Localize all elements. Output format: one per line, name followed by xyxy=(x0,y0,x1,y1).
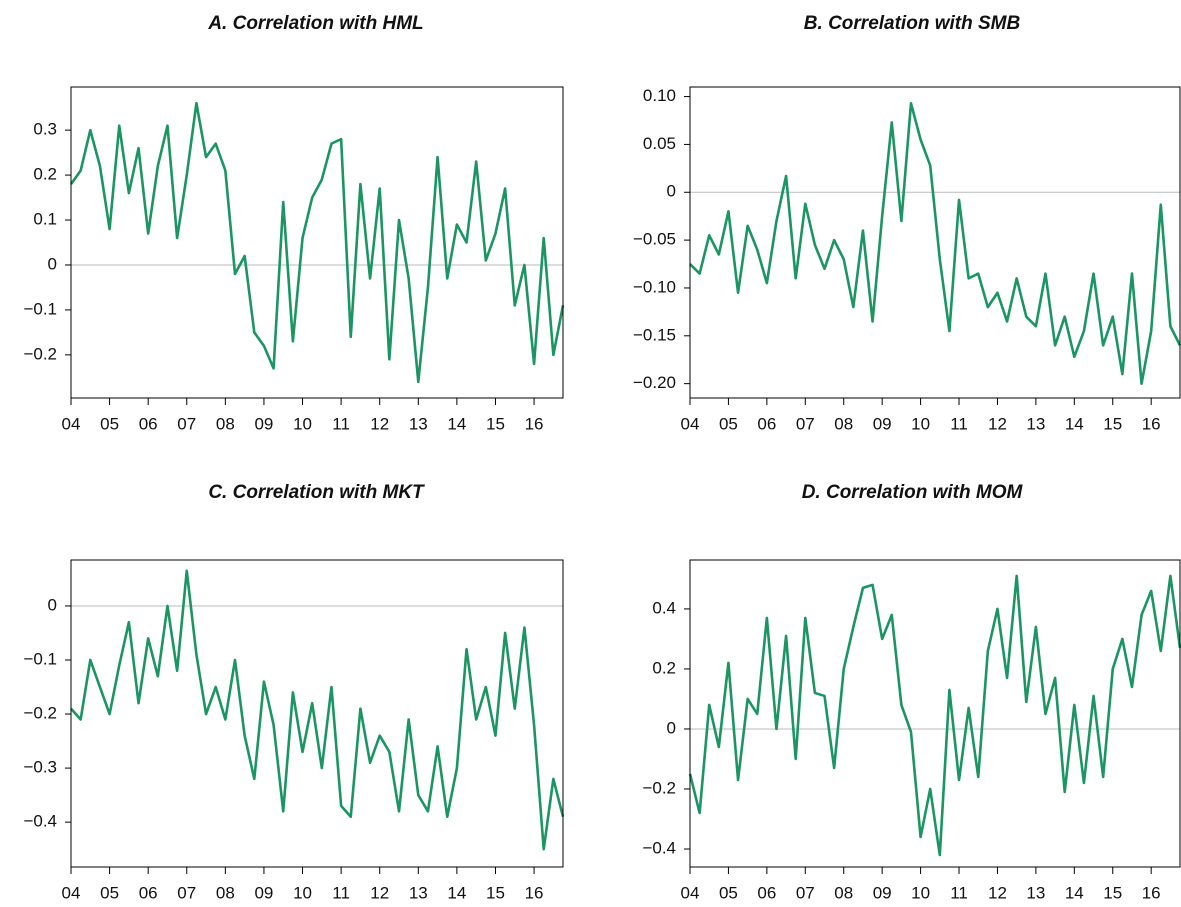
x-tick-label: 09 xyxy=(254,414,273,433)
x-tick-label: 11 xyxy=(950,883,968,902)
y-tick-label: 0 xyxy=(48,254,57,273)
x-tick-label: 13 xyxy=(1026,883,1045,902)
x-tick-label: 10 xyxy=(911,883,930,902)
x-tick-label: 06 xyxy=(139,414,158,433)
y-tick-label: −0.05 xyxy=(633,230,676,249)
x-tick-label: 16 xyxy=(1142,414,1161,433)
x-tick-label: 12 xyxy=(988,414,1007,433)
data-line xyxy=(70,569,565,851)
x-tick-label: 04 xyxy=(62,414,81,433)
plot-frame xyxy=(689,86,1181,399)
chart-title: A. Correlation with HML xyxy=(207,13,423,34)
x-tick-label: 05 xyxy=(719,414,738,433)
x-tick-label: 15 xyxy=(486,883,505,902)
x-tick-label: 14 xyxy=(447,883,466,902)
y-tick-label: 0.2 xyxy=(33,165,57,184)
x-tick-label: 14 xyxy=(1065,414,1084,433)
x-tick-label: 08 xyxy=(834,414,853,433)
x-tick-label: 14 xyxy=(1065,883,1084,902)
y-tick-label: −0.2 xyxy=(642,778,676,797)
x-tick-label: 06 xyxy=(757,414,776,433)
x-tick-label: 12 xyxy=(370,414,389,433)
x-tick-label: 12 xyxy=(370,883,389,902)
chart-title: C. Correlation with MKT xyxy=(208,482,425,503)
x-tick-label: 11 xyxy=(332,414,350,433)
x-tick-label: 16 xyxy=(525,414,544,433)
x-tick-label: 06 xyxy=(757,883,776,902)
x-tick-label: 07 xyxy=(796,883,815,902)
y-tick-label: −0.2 xyxy=(23,704,57,723)
x-tick-label: 09 xyxy=(254,883,273,902)
x-tick-label: 04 xyxy=(62,883,81,902)
y-tick-label: 0.2 xyxy=(652,658,676,677)
x-tick-label: 15 xyxy=(486,414,505,433)
y-tick-label: −0.4 xyxy=(23,812,57,831)
y-tick-label: −0.2 xyxy=(23,344,57,363)
y-tick-label: 0.1 xyxy=(33,210,57,229)
y-tick-label: 0 xyxy=(48,595,57,614)
y-tick-label: 0.10 xyxy=(643,86,676,105)
x-tick-label: 08 xyxy=(216,883,235,902)
x-tick-label: 04 xyxy=(681,414,700,433)
x-tick-label: 05 xyxy=(719,883,738,902)
data-line xyxy=(69,101,565,384)
data-line xyxy=(688,574,1181,857)
y-tick-label: 0.4 xyxy=(652,598,676,617)
y-tick-label: −0.1 xyxy=(23,649,57,668)
x-tick-label: 13 xyxy=(1026,414,1045,433)
plot-frame xyxy=(689,559,1181,868)
plot-frame xyxy=(70,86,564,399)
y-tick-label: −0.20 xyxy=(633,373,676,392)
y-tick-label: −0.1 xyxy=(23,299,57,318)
x-tick-label: 04 xyxy=(681,883,700,902)
x-tick-label: 11 xyxy=(950,414,968,433)
x-tick-label: 10 xyxy=(293,414,312,433)
x-tick-label: 15 xyxy=(1103,414,1122,433)
y-tick-label: −0.4 xyxy=(642,838,676,857)
x-tick-label: 08 xyxy=(834,883,853,902)
x-tick-label: 06 xyxy=(139,883,158,902)
x-tick-label: 07 xyxy=(796,414,815,433)
y-tick-label: 0 xyxy=(667,182,676,201)
y-tick-label: 0 xyxy=(667,718,676,737)
chart-title: B. Correlation with SMB xyxy=(804,13,1021,34)
y-tick-label: −0.10 xyxy=(633,277,676,296)
x-tick-label: 16 xyxy=(1142,883,1161,902)
x-tick-label: 10 xyxy=(911,414,930,433)
x-tick-label: 05 xyxy=(100,883,119,902)
plot-frame xyxy=(70,559,564,868)
x-tick-label: 05 xyxy=(100,414,119,433)
x-tick-label: 12 xyxy=(988,883,1007,902)
x-tick-label: 15 xyxy=(1103,883,1122,902)
x-tick-label: 11 xyxy=(332,883,350,902)
data-line xyxy=(689,101,1181,385)
x-tick-label: 10 xyxy=(293,883,312,902)
x-tick-label: 08 xyxy=(216,414,235,433)
x-tick-label: 07 xyxy=(177,883,196,902)
x-tick-label: 13 xyxy=(409,414,428,433)
x-tick-label: 07 xyxy=(177,414,196,433)
x-tick-label: 14 xyxy=(447,414,466,433)
chart-title: D. Correlation with MOM xyxy=(802,482,1024,503)
x-tick-label: 13 xyxy=(409,883,428,902)
y-tick-label: 0.05 xyxy=(643,134,676,153)
y-tick-label: 0.3 xyxy=(33,120,57,139)
x-tick-label: 09 xyxy=(873,414,892,433)
y-tick-label: −0.3 xyxy=(23,758,57,777)
y-tick-label: −0.15 xyxy=(633,325,676,344)
x-tick-label: 16 xyxy=(525,883,544,902)
x-tick-label: 09 xyxy=(873,883,892,902)
